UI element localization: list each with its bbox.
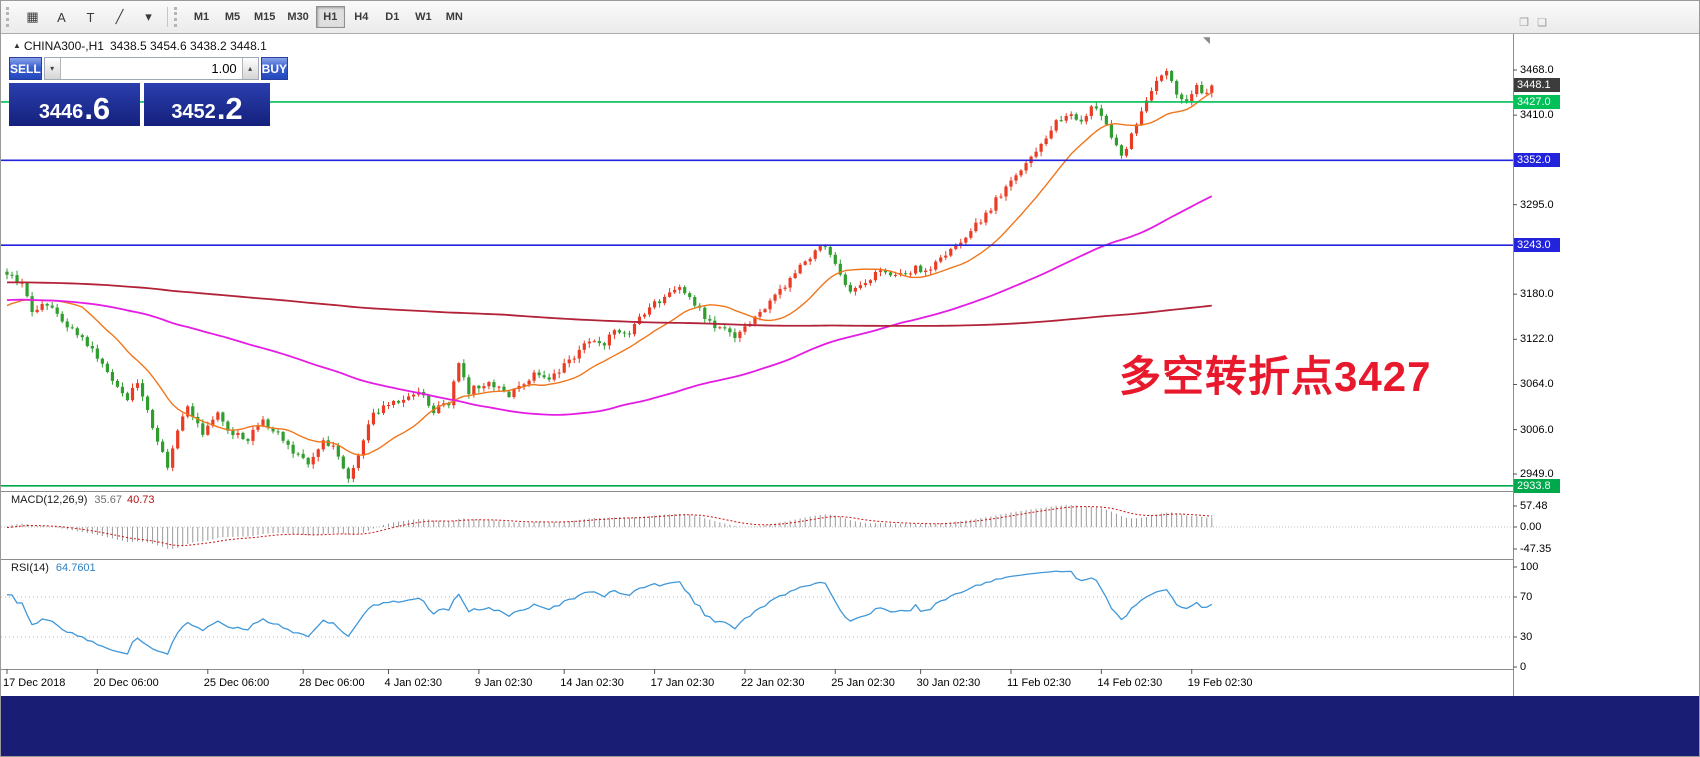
toolbar-drag-handle-icon-2[interactable] <box>174 7 180 27</box>
volume-increase-button[interactable]: ▴ <box>241 58 258 79</box>
rsi-value: 64.7601 <box>55 562 96 574</box>
drawing-tools-group: ▦ A T ╱ ▾ <box>18 1 163 33</box>
chart-shift-marker-icon[interactable]: ◥ <box>1203 35 1210 45</box>
ask-price-display[interactable]: 3452 .2 <box>144 83 270 126</box>
volume-control: ▾ ▴ <box>43 57 259 80</box>
timeframe-button-m30[interactable]: M30 <box>287 11 309 23</box>
macd-pane-label: MACD(12,26,9) 35.67 40.73 <box>11 494 154 506</box>
macd-main-value: 35.67 <box>94 494 122 506</box>
timeframe-group: M1 M5 M15 M30 H1 H4 D1 W1 MN <box>186 1 470 33</box>
macd-signal-value: 40.73 <box>126 494 155 506</box>
timeframe-button-m5[interactable]: M5 <box>224 11 241 23</box>
grid-tool-icon[interactable]: ▦ <box>26 9 39 24</box>
bid-price-int: 3446 <box>38 101 84 123</box>
bid-price-display[interactable]: 3446 .6 <box>9 83 140 126</box>
symbol-arrow-icon: ▲ <box>13 41 21 50</box>
timeframe-button-m15[interactable]: M15 <box>254 11 276 23</box>
chart-ohlc-values: 3438.5 3454.6 3438.2 3448.1 <box>109 39 267 53</box>
macd-indicator-name: MACD(12,26,9) <box>11 494 88 506</box>
timeframe-button-mn[interactable]: MN <box>445 11 463 23</box>
timeframe-button-m1[interactable]: M1 <box>193 11 210 23</box>
sell-button[interactable]: SELL <box>9 57 42 80</box>
toolbar: ▦ A T ╱ ▾ M1 M5 M15 M30 H1 H4 D1 W1 MN ❐ ❏ <box>1 1 1699 34</box>
timeframe-button-h4[interactable]: H4 <box>354 11 369 23</box>
volume-decrease-button[interactable]: ▾ <box>44 58 61 79</box>
text-label-tool-icon[interactable]: A <box>57 9 66 25</box>
chart-title: ▲ CHINA300-,H1 3438.5 3454.6 3438.2 3448.1 <box>13 39 267 53</box>
chart-symbol-timeframe: CHINA300-,H1 <box>23 39 104 53</box>
annotation-text[interactable]: 多空转折点3427 <box>1119 353 1432 400</box>
window-panel-icon[interactable]: ❏ <box>1537 16 1547 29</box>
shapes-tool-icon[interactable]: ╱ <box>115 9 124 24</box>
rsi-pane-label: RSI(14) 64.7601 <box>11 562 96 574</box>
volume-input[interactable] <box>60 58 242 79</box>
timeframe-button-h1[interactable]: H1 <box>315 6 345 28</box>
window-restore-icon[interactable]: ❐ <box>1519 16 1529 29</box>
buy-button[interactable]: BUY <box>260 57 289 80</box>
bid-price-frac: .6 <box>84 90 111 126</box>
timeframe-button-w1[interactable]: W1 <box>415 11 432 23</box>
ask-price-frac: .2 <box>216 90 243 126</box>
rsi-indicator-name: RSI(14) <box>11 562 49 574</box>
ask-price-int: 3452 <box>171 101 216 123</box>
taskbar[interactable] <box>1 696 1699 756</box>
toolbar-separator <box>167 7 168 27</box>
one-click-trading-panel: SELL ▾ ▴ BUY 3446 .6 3452 .2 <box>9 57 289 126</box>
window-icons-group: ❐ ❏ <box>1515 6 1551 38</box>
shapes-dropdown-caret-icon[interactable]: ▾ <box>145 9 152 24</box>
toolbar-drag-handle-icon[interactable] <box>6 7 12 27</box>
timeframe-button-d1[interactable]: D1 <box>385 11 400 23</box>
text-box-tool-icon[interactable]: T <box>86 9 95 25</box>
